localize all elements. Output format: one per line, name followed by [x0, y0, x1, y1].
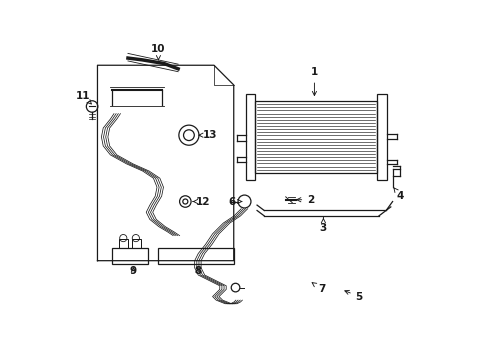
Text: 3: 3	[319, 218, 326, 233]
Text: 2: 2	[296, 195, 314, 205]
Text: 9: 9	[129, 266, 137, 276]
Text: 11: 11	[76, 91, 91, 104]
Text: 7: 7	[311, 283, 325, 294]
Bar	[119, 239, 128, 248]
Text: 13: 13	[199, 130, 217, 140]
Bar	[376, 94, 386, 180]
Bar	[112, 248, 147, 264]
Text: 5: 5	[344, 291, 362, 302]
Text: 1: 1	[310, 67, 317, 95]
Bar	[131, 239, 140, 248]
Text: 4: 4	[393, 188, 404, 201]
Bar	[255, 101, 376, 173]
Bar	[158, 248, 233, 264]
Text: 12: 12	[193, 197, 210, 207]
Text: 8: 8	[194, 266, 201, 276]
Text: 6: 6	[228, 197, 241, 207]
Bar	[246, 94, 255, 180]
Text: 10: 10	[151, 44, 165, 60]
